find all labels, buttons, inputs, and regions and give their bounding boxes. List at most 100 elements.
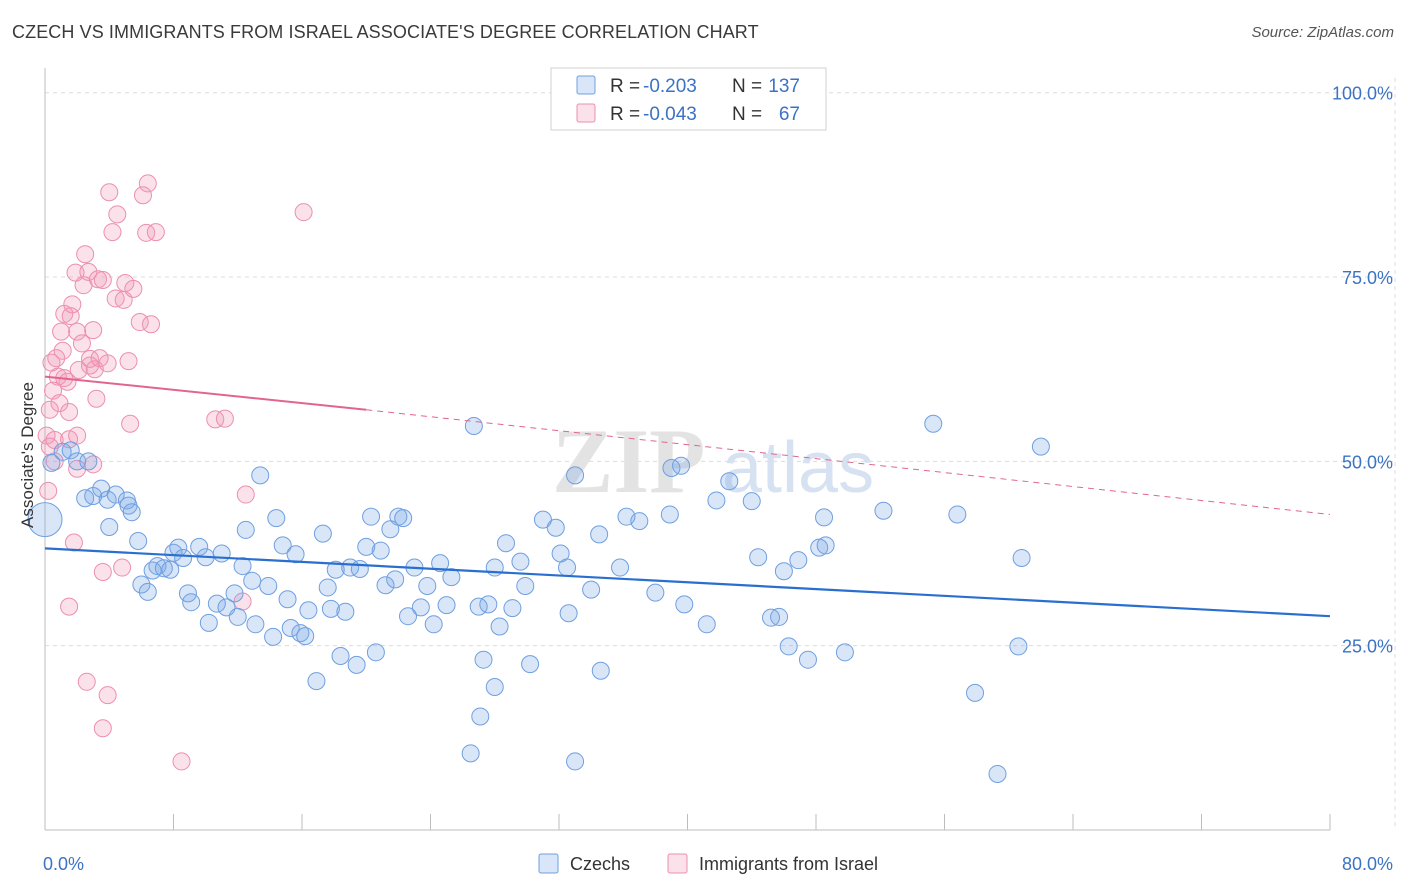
data-point-czechs — [566, 752, 585, 771]
data-point-czechs — [336, 602, 355, 621]
data-point-czechs — [558, 558, 577, 577]
data-point-czechs — [366, 643, 385, 662]
data-point-czechs — [42, 453, 61, 472]
data-point-czechs — [299, 601, 318, 620]
data-point-israel — [47, 349, 66, 368]
data-point-czechs — [559, 604, 578, 623]
data-point-israel — [146, 223, 165, 242]
data-point-czechs — [611, 558, 630, 577]
data-point-czechs — [212, 544, 231, 563]
data-point-czechs — [546, 518, 565, 537]
data-point-czechs — [471, 707, 490, 726]
data-point-czechs — [318, 578, 337, 597]
data-point-czechs — [496, 534, 515, 553]
data-point-czechs — [591, 661, 610, 680]
data-point-israel — [172, 752, 191, 771]
trend-lines — [44, 375, 1331, 618]
data-point-israel — [93, 271, 112, 290]
stats-r-value-1: -0.203 — [643, 76, 697, 97]
y-tick-label: 25.0% — [1342, 637, 1393, 657]
watermark-zip: ZIP — [552, 410, 705, 512]
stats-r-label-2: R = — [610, 104, 640, 125]
data-point-israel — [80, 349, 99, 368]
data-point-czechs — [174, 548, 193, 567]
stats-legend: R = -0.203 N = 137 R = -0.043 N = 67 — [550, 67, 827, 131]
data-point-czechs — [251, 466, 270, 485]
data-point-israel — [39, 481, 58, 500]
legend-label-israel: Immigrants from Israel — [699, 854, 878, 874]
data-point-israel — [37, 426, 56, 445]
data-point-israel — [79, 262, 98, 281]
data-point-czechs — [774, 562, 793, 581]
data-point-israel — [68, 322, 87, 341]
data-point-czechs — [521, 655, 540, 674]
data-point-czechs — [749, 548, 768, 567]
data-point-czechs — [461, 744, 480, 763]
data-point-israel — [100, 183, 119, 202]
data-point-israel — [119, 352, 138, 371]
data-point-czechs — [464, 416, 483, 435]
data-point-czechs — [207, 594, 226, 613]
stats-n-value-1: 137 — [768, 76, 800, 97]
data-point-israel — [215, 409, 234, 428]
data-point-israel — [87, 389, 106, 408]
data-point-israel — [142, 315, 161, 334]
data-point-israel — [76, 245, 95, 264]
data-point-israel — [93, 562, 112, 581]
data-point-czechs — [326, 560, 345, 579]
data-point-israel — [236, 485, 255, 504]
data-point-czechs — [164, 543, 183, 562]
stats-n-label-1: N = — [732, 76, 762, 97]
data-point-israel — [60, 402, 79, 421]
data-point-czechs — [770, 607, 789, 626]
data-point-czechs — [1031, 437, 1050, 456]
data-point-czechs — [431, 554, 450, 573]
data-point-israel — [52, 322, 71, 341]
data-point-czechs — [424, 615, 443, 634]
y-axis-label: Associate's Degree — [18, 382, 37, 528]
data-point-czechs — [948, 505, 967, 524]
legend-swatch-israel — [667, 853, 688, 874]
data-point-czechs — [132, 575, 151, 594]
data-point-czechs — [228, 607, 247, 626]
y-tick-label: 50.0% — [1342, 452, 1393, 472]
data-point-czechs — [779, 637, 798, 656]
data-point-czechs — [646, 583, 665, 602]
data-point-czechs — [350, 560, 369, 579]
data-point-czechs — [1012, 548, 1031, 567]
data-point-israel — [40, 400, 59, 419]
data-point-czechs — [672, 456, 691, 475]
data-point-israel — [80, 356, 99, 375]
data-point-israel — [53, 341, 72, 360]
data-point-czechs — [386, 570, 405, 589]
data-point-czechs — [474, 650, 493, 669]
data-point-israel — [103, 223, 122, 242]
data-point-czechs — [924, 414, 943, 433]
data-point-czechs — [590, 525, 609, 544]
data-point-czechs — [199, 613, 218, 632]
data-point-czechs — [79, 452, 98, 471]
data-point-czechs — [100, 517, 119, 536]
y-tick-label: 100.0% — [1332, 84, 1393, 104]
data-point-israel — [137, 223, 156, 242]
data-point-czechs — [533, 510, 552, 529]
data-point-israel — [68, 459, 87, 478]
data-point-czechs — [286, 545, 305, 564]
data-point-israel — [130, 313, 149, 332]
trend-line-czechs — [44, 547, 1331, 618]
data-point-czechs — [190, 537, 209, 556]
series-czechs-points — [27, 414, 1050, 783]
data-point-czechs — [707, 491, 726, 510]
data-point-israel — [93, 719, 112, 738]
y-tick-labels: 25.0% 50.0% 75.0% 100.0% — [1332, 84, 1393, 657]
data-point-czechs — [129, 531, 148, 550]
data-point-israel — [206, 410, 225, 429]
data-point-czechs — [122, 503, 141, 522]
data-point-israel — [113, 558, 132, 577]
data-point-czechs — [966, 683, 985, 702]
data-point-czechs — [225, 584, 244, 603]
data-point-czechs — [321, 599, 340, 618]
data-point-czechs — [278, 590, 297, 609]
data-point-czechs — [720, 472, 739, 491]
data-point-czechs — [357, 537, 376, 556]
